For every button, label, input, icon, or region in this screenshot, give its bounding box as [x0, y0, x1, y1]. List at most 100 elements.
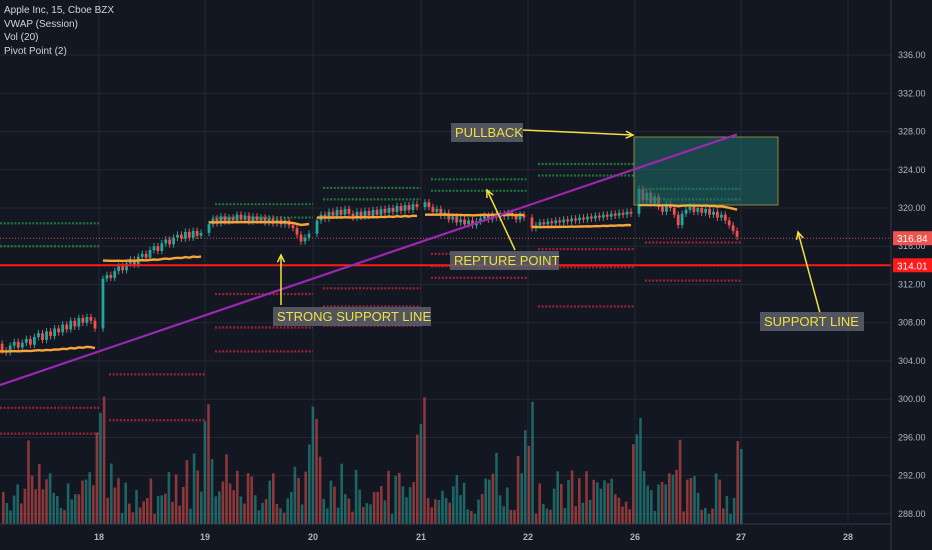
volume-bar [614, 494, 617, 524]
candle-body [518, 214, 522, 220]
strong-support-label[interactable]: STRONG SUPPORT LINE [273, 307, 431, 326]
volume-bar [38, 463, 41, 524]
volume-bar [254, 495, 257, 524]
candle-body [538, 222, 542, 226]
rupture-arrow [486, 189, 516, 251]
rupture-label[interactable]: REPTURE POINT [450, 251, 560, 270]
volume-bar [686, 479, 689, 524]
legend-pivot[interactable]: Pivot Point (2) [4, 45, 67, 57]
pullback-label[interactable]: PULLBACK [451, 123, 523, 142]
volume-bar [639, 417, 642, 524]
candle-body [327, 211, 331, 219]
candles [0, 185, 739, 356]
volume-bar [290, 491, 293, 524]
candle-body [439, 208, 443, 216]
candle-body [483, 215, 486, 219]
pullback-box[interactable] [633, 136, 779, 206]
volume-bar [48, 473, 52, 524]
volume-bar [16, 484, 19, 524]
volume-bar [329, 480, 333, 524]
trend-line[interactable] [0, 133, 738, 387]
volume-bar [660, 481, 664, 524]
volume-bar [416, 434, 419, 524]
candle-body [582, 217, 585, 220]
candle-body [435, 208, 439, 212]
volume-bar [268, 480, 271, 524]
candle-body [609, 213, 613, 217]
legend-vwap[interactable]: VWAP (Session) [4, 18, 78, 30]
time-tick-label: 28 [843, 532, 853, 542]
candle-body [89, 316, 93, 321]
volume-bar [282, 512, 286, 524]
candle-body [77, 317, 81, 327]
volume-bars [2, 396, 743, 524]
candle-body [239, 214, 243, 220]
candle-body [403, 205, 407, 211]
volume-bar [135, 489, 138, 524]
pivot-points [0, 162, 741, 435]
grid [0, 0, 891, 524]
vwap-line [102, 255, 202, 263]
candle-body [81, 317, 85, 323]
support-label[interactable]: SUPPORT LINE [760, 312, 864, 331]
vwap-line [209, 220, 310, 227]
volume-bar [261, 502, 264, 524]
volume-bar [506, 487, 509, 524]
candle-body [271, 218, 275, 224]
candle-body [101, 278, 105, 329]
volume-bar [462, 482, 466, 524]
volume-bar [502, 506, 505, 524]
support-arrow [797, 231, 821, 314]
candle-body [251, 216, 255, 222]
volume-bar [63, 509, 66, 524]
time-tick-label: 26 [630, 532, 640, 542]
volume-bar [423, 397, 426, 524]
chart-legend: Apple Inc, 15, Cboe BZX VWAP (Session) V… [4, 4, 114, 58]
volume-bar [192, 453, 196, 524]
price-tick-label: 308.00 [898, 318, 926, 328]
price-axis[interactable]: 284.00288.00292.00296.00300.00304.00308.… [891, 0, 932, 550]
volume-bar [160, 495, 163, 524]
candle-body [514, 215, 518, 220]
candle-body [522, 214, 526, 218]
volume-bar [527, 445, 531, 524]
volume-bar [153, 513, 156, 524]
volume-bar [567, 479, 570, 524]
volume-bar [714, 473, 718, 524]
volume-bar [333, 486, 336, 524]
volume-bar [653, 511, 657, 524]
volume-bar [138, 507, 142, 524]
volume-bar [495, 452, 498, 524]
candle-body [574, 218, 577, 221]
candle-body [625, 211, 629, 215]
candle-body [53, 328, 56, 337]
candle-body [586, 216, 589, 220]
time-tick-label: 19 [200, 532, 210, 542]
candle-body [144, 253, 148, 258]
volume-bar [102, 396, 106, 524]
volume-bar [315, 418, 318, 524]
candle-body [69, 320, 73, 330]
volume-bar [531, 401, 534, 524]
candle-body [105, 274, 109, 279]
volume-bar [434, 499, 437, 524]
candle-body [617, 212, 621, 216]
candle-body [395, 206, 399, 212]
volume-bar [405, 497, 408, 524]
legend-volume[interactable]: Vol (20) [4, 32, 39, 43]
volume-bar [610, 478, 613, 524]
volume-bar [250, 476, 253, 524]
volume-bar [311, 406, 315, 524]
legend-symbol[interactable]: Apple Inc, 15, Cboe BZX [4, 5, 115, 16]
candle-body [85, 316, 89, 323]
volume-bar [354, 470, 358, 524]
volume-bar [452, 486, 455, 524]
candle-body [191, 230, 195, 238]
candle-body [156, 246, 160, 252]
volume-bar [563, 508, 567, 524]
volume-bar [41, 489, 45, 524]
candle-body [195, 230, 199, 236]
volume-bar [45, 479, 48, 524]
